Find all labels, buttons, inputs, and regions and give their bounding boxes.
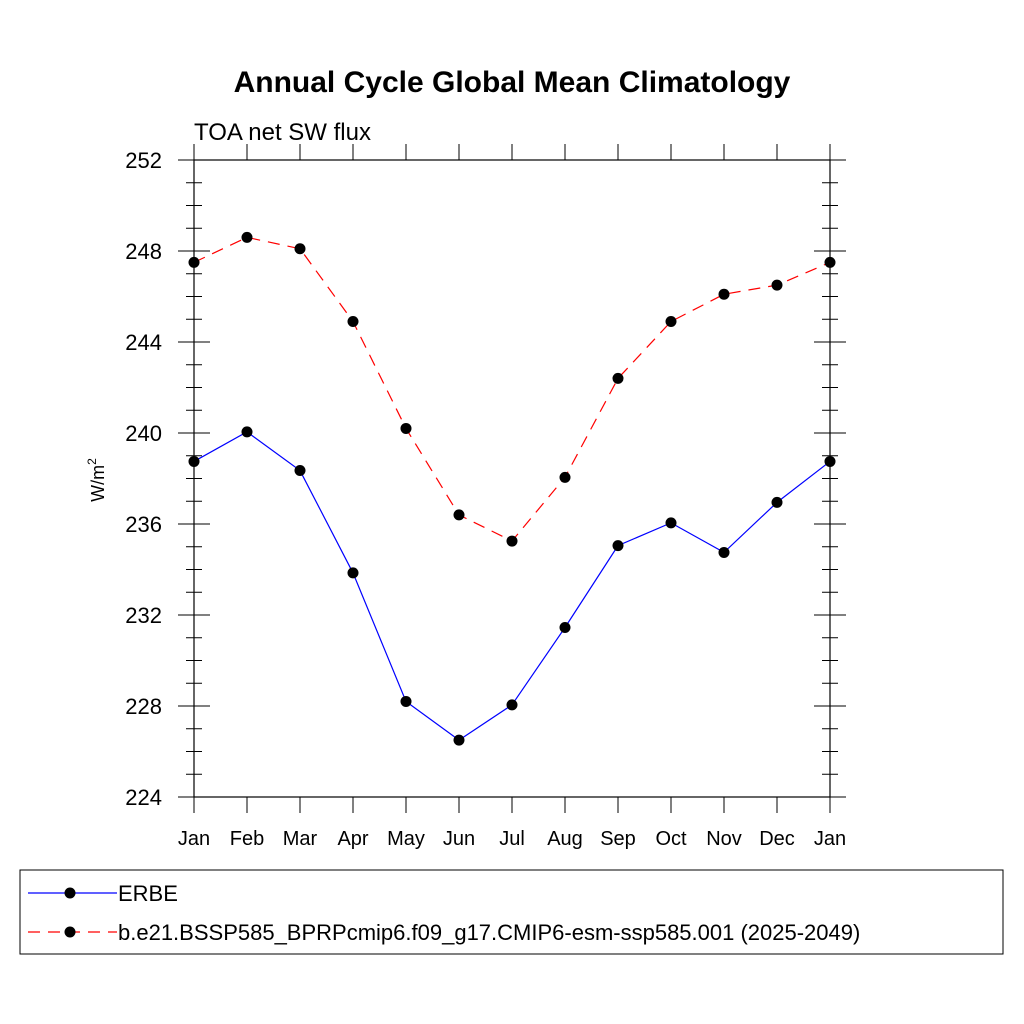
data-point	[453, 734, 465, 746]
data-point	[241, 426, 253, 438]
x-tick-label: May	[387, 828, 425, 850]
x-tick-label: Sep	[600, 828, 636, 850]
chart-subtitle: TOA net SW flux	[194, 119, 371, 146]
x-tick-label: Feb	[230, 828, 264, 850]
data-point	[824, 455, 836, 467]
legend-label: ERBE	[118, 881, 178, 906]
data-point	[718, 546, 730, 558]
series-layer	[188, 231, 836, 746]
x-tick-label: Oct	[655, 828, 687, 850]
x-tick-label: Nov	[706, 828, 742, 850]
x-tick-label: Mar	[283, 828, 318, 850]
data-point	[347, 567, 359, 579]
data-point	[612, 540, 624, 552]
data-point	[771, 279, 783, 291]
x-tick-label: Jun	[443, 828, 475, 850]
data-point	[559, 471, 571, 483]
legend-box	[19, 869, 1004, 955]
series-line	[193, 236, 831, 542]
data-point	[506, 535, 518, 547]
data-point	[241, 231, 253, 243]
y-tick-label: 236	[125, 512, 162, 537]
y-tick-label: 252	[125, 148, 162, 173]
legend: ERBE b.e21.BSSP585_BPRPcmip6.f09_g17.CMIP…	[19, 869, 1004, 955]
data-point	[347, 316, 359, 328]
y-tick-label: 240	[125, 421, 162, 446]
y-tick-label: 228	[125, 694, 162, 719]
x-tick-label: Dec	[759, 828, 795, 850]
chart-title: Annual Cycle Global Mean Climatology	[234, 66, 791, 99]
y-tick-label: 232	[125, 603, 162, 628]
data-point	[771, 496, 783, 508]
data-point	[294, 465, 306, 477]
data-point	[612, 372, 624, 384]
data-point	[824, 256, 836, 268]
data-point	[453, 509, 465, 521]
series-1	[188, 426, 836, 746]
data-point	[665, 316, 677, 328]
legend-marker	[64, 926, 76, 938]
y-axis-label-superscript: 2	[85, 458, 99, 465]
data-point	[400, 695, 412, 707]
data-point	[559, 622, 571, 634]
data-point	[718, 288, 730, 300]
y-axis-label: W/m2	[85, 458, 108, 502]
y-axis-label-main: W/m	[88, 465, 108, 502]
legend-marker	[64, 887, 76, 899]
series-2	[188, 231, 836, 547]
series-line	[193, 431, 831, 741]
x-tick-label: Apr	[337, 828, 368, 850]
data-point	[188, 455, 200, 467]
x-tick-label: Jan	[814, 828, 846, 850]
data-point	[506, 699, 518, 711]
y-tick-label: 244	[125, 330, 162, 355]
data-point	[400, 422, 412, 434]
y-tick-label: 224	[125, 785, 162, 810]
legend-label: b.e21.BSSP585_BPRPcmip6.f09_g17.CMIP6-es…	[118, 920, 860, 945]
axes: Jan Feb Mar Apr May Jun Jul Aug Sep Oct Nov Dec Jan 2…	[125, 144, 846, 850]
data-point	[188, 256, 200, 268]
x-tick-label: Aug	[547, 828, 583, 850]
y-tick-label: 248	[125, 239, 162, 264]
x-tick-label: Jul	[499, 828, 525, 850]
data-point	[665, 517, 677, 529]
data-point	[294, 243, 306, 255]
x-tick-label: Jan	[178, 828, 210, 850]
